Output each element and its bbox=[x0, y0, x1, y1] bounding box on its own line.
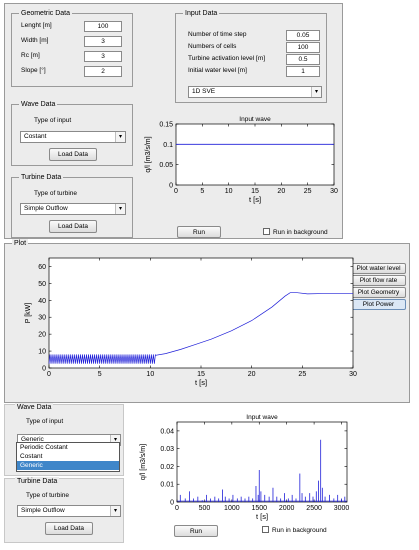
plot-flow-rate-button[interactable]: Plot flow rate bbox=[351, 275, 406, 286]
length-field[interactable]: 100 bbox=[84, 21, 122, 32]
time-step-label: Number of time step bbox=[188, 31, 247, 38]
rc-label: Rc [m] bbox=[21, 52, 40, 59]
width-label: Width [m] bbox=[21, 37, 49, 44]
y-tick-label: 0 bbox=[170, 500, 174, 507]
turbine-type-label-top: Type of turbine bbox=[34, 190, 77, 197]
rc-field[interactable]: 3 bbox=[84, 51, 122, 62]
water-level-label: Initial water level [m] bbox=[188, 67, 247, 74]
y-tick-label: 0.04 bbox=[160, 428, 174, 435]
plot-area bbox=[176, 421, 348, 503]
top-panel: Geometric Data Lenght [m] 100 Width [m] … bbox=[4, 3, 343, 239]
turbine-data-area-bottom: Turbine Data Type of turbine Simple Outf… bbox=[4, 477, 124, 543]
turbine-data-title-bottom: Turbine Data bbox=[15, 477, 60, 486]
run-in-background-checkbox-top[interactable]: Run in background bbox=[263, 228, 328, 237]
plot-panel-title: Plot bbox=[12, 239, 29, 248]
model-select[interactable]: 1D SVE ▾ bbox=[188, 86, 322, 98]
geometric-data-title: Geometric Data bbox=[19, 9, 73, 18]
water-level-field[interactable]: 1 bbox=[286, 66, 320, 77]
slope-label: Slope [°] bbox=[21, 67, 46, 74]
width-field[interactable]: 3 bbox=[84, 36, 122, 47]
plot-geometry-button[interactable]: Plot Geometry bbox=[351, 287, 406, 298]
turbine-type-select-top[interactable]: Simple Outflow ▾ bbox=[20, 203, 126, 215]
x-axis-label: t [s] bbox=[256, 512, 268, 521]
wave-type-label-top: Type of input bbox=[34, 117, 72, 124]
x-tick-label: 1000 bbox=[224, 505, 240, 512]
x-tick-label: 3000 bbox=[334, 505, 350, 512]
x-tick-label: 1500 bbox=[251, 505, 267, 512]
turbine-level-label: Turbine activation level [m] bbox=[188, 55, 266, 62]
wave-type-value-bottom: Generic bbox=[21, 436, 44, 443]
chevron-down-icon: ▾ bbox=[115, 132, 125, 142]
plot-water-level-button[interactable]: Plot water level bbox=[351, 263, 406, 274]
input-data-group: Input Data Number of time step 0.05 Numb… bbox=[175, 9, 327, 103]
turbine-data-group-bottom: Turbine Data Type of turbine Simple Outf… bbox=[8, 477, 121, 540]
run-in-background-checkbox-bottom[interactable]: Run in background bbox=[262, 526, 327, 535]
wave-data-group-top: Wave Data Type of input Costant ▾ Load D… bbox=[11, 100, 133, 166]
wave-type-dropdown-list: Periodic Costant Costant Generic bbox=[16, 442, 120, 472]
turbine-data-title-top: Turbine Data bbox=[19, 173, 64, 182]
dropdown-option-costant[interactable]: Costant bbox=[20, 453, 43, 460]
dropdown-option-periodic-costant[interactable]: Periodic Costant bbox=[20, 444, 68, 451]
geometric-data-group: Geometric Data Lenght [m] 100 Width [m] … bbox=[11, 9, 133, 87]
chart-title: Input wave bbox=[246, 414, 278, 421]
wave-data-title-top: Wave Data bbox=[19, 100, 58, 109]
run-in-background-label-bottom: Run in background bbox=[272, 527, 327, 534]
chevron-down-icon: ▾ bbox=[110, 435, 120, 445]
y-tick-label: 0.01 bbox=[160, 482, 174, 489]
load-data-button-wave-top[interactable]: Load Data bbox=[49, 148, 97, 161]
chevron-down-icon: ▾ bbox=[311, 87, 321, 97]
wave-type-select-top[interactable]: Costant ▾ bbox=[20, 131, 126, 143]
run-button-top[interactable]: Run bbox=[177, 226, 221, 238]
input-data-title: Input Data bbox=[183, 9, 220, 18]
turbine-type-label-bottom: Type of turbine bbox=[26, 492, 69, 499]
turbine-level-field[interactable]: 0.5 bbox=[286, 54, 320, 65]
chevron-down-icon: ▾ bbox=[110, 506, 120, 516]
run-in-background-label-top: Run in background bbox=[273, 229, 328, 236]
turbine-type-value-top: Simple Outflow bbox=[24, 205, 68, 212]
y-tick-label: 0.02 bbox=[160, 464, 174, 471]
load-data-button-turbine-top[interactable]: Load Data bbox=[49, 220, 97, 233]
load-data-button-turbine-bottom[interactable]: Load Data bbox=[45, 522, 93, 535]
plot-power-button[interactable]: Plot Power bbox=[351, 299, 406, 310]
y-tick-label: 0.03 bbox=[160, 446, 174, 453]
turbine-type-value-bottom: Simple Outflow bbox=[21, 507, 65, 514]
model-select-value: 1D SVE bbox=[192, 88, 216, 95]
plot-panel: Plot Plot water level Plot flow rate Plo… bbox=[4, 239, 410, 403]
wave-type-label-bottom: Type of input bbox=[26, 418, 64, 425]
cells-field[interactable]: 100 bbox=[286, 42, 320, 53]
x-tick-label: 500 bbox=[199, 505, 211, 512]
cells-label: Numbers of cells bbox=[188, 43, 237, 50]
dropdown-option-generic[interactable]: Generic bbox=[17, 461, 119, 470]
slope-field[interactable]: 2 bbox=[84, 66, 122, 77]
checkbox-icon bbox=[263, 228, 270, 235]
x-tick-label: 2000 bbox=[279, 505, 295, 512]
x-tick-label: 2500 bbox=[306, 505, 322, 512]
wave-data-title-bottom: Wave Data bbox=[15, 403, 54, 412]
turbine-data-group-top: Turbine Data Type of turbine Simple Outf… bbox=[11, 173, 133, 238]
run-button-bottom[interactable]: Run bbox=[174, 525, 218, 537]
checkbox-icon bbox=[262, 526, 269, 533]
chevron-down-icon: ▾ bbox=[115, 204, 125, 214]
length-label: Lenght [m] bbox=[21, 22, 52, 29]
x-tick-label: 0 bbox=[175, 505, 179, 512]
y-axis-label: q/l [m3/s/m] bbox=[140, 444, 147, 480]
wave-type-value-top: Costant bbox=[24, 133, 47, 140]
turbine-type-select-bottom[interactable]: Simple Outflow ▾ bbox=[17, 505, 121, 517]
time-step-field[interactable]: 0.05 bbox=[286, 30, 320, 41]
